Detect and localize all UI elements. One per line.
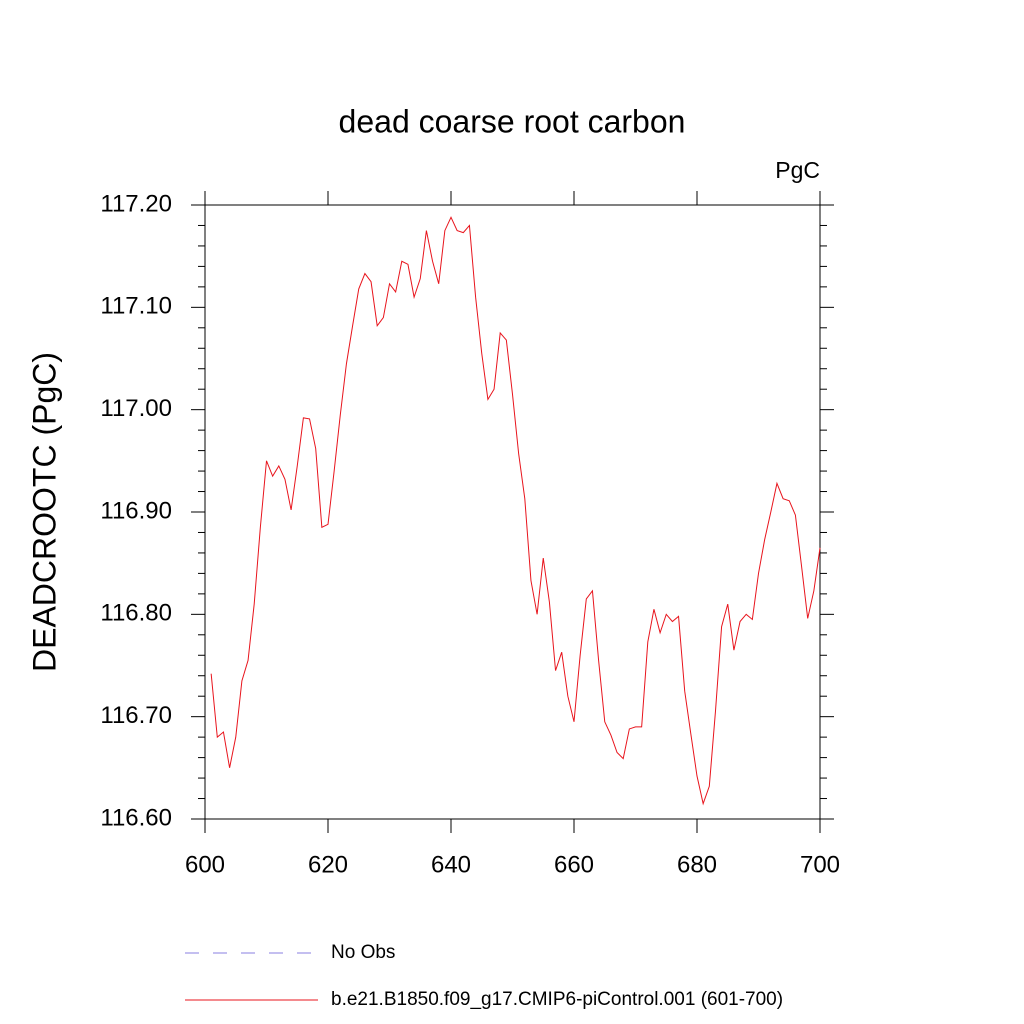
units-label: PgC <box>775 157 820 183</box>
x-tick-label: 660 <box>554 851 594 878</box>
x-tick-label: 680 <box>677 851 717 878</box>
x-tick-label: 700 <box>800 851 840 878</box>
data-line <box>210 216 821 806</box>
y-tick-label: 117.00 <box>100 395 172 422</box>
legend-label: No Obs <box>331 942 395 963</box>
y-tick-label: 116.80 <box>100 600 172 627</box>
plot-frame <box>204 204 821 820</box>
y-tick-label: 117.10 <box>100 293 172 320</box>
y-axis-label: DEADCROOTC (PgC) <box>26 352 62 672</box>
x-tick-label: 640 <box>431 851 471 878</box>
y-tick-label: 116.70 <box>100 702 172 729</box>
x-tick-label: 620 <box>308 851 348 878</box>
x-tick-label: 600 <box>185 851 225 878</box>
y-tick-label: 116.90 <box>100 497 172 524</box>
y-tick-label: 117.20 <box>100 190 172 217</box>
y-tick-label: 116.60 <box>100 804 172 831</box>
chart-title: dead coarse root carbon <box>339 103 686 139</box>
legend-label: b.e21.B1850.f09_g17.CMIP6-piControl.001 … <box>331 989 783 1010</box>
